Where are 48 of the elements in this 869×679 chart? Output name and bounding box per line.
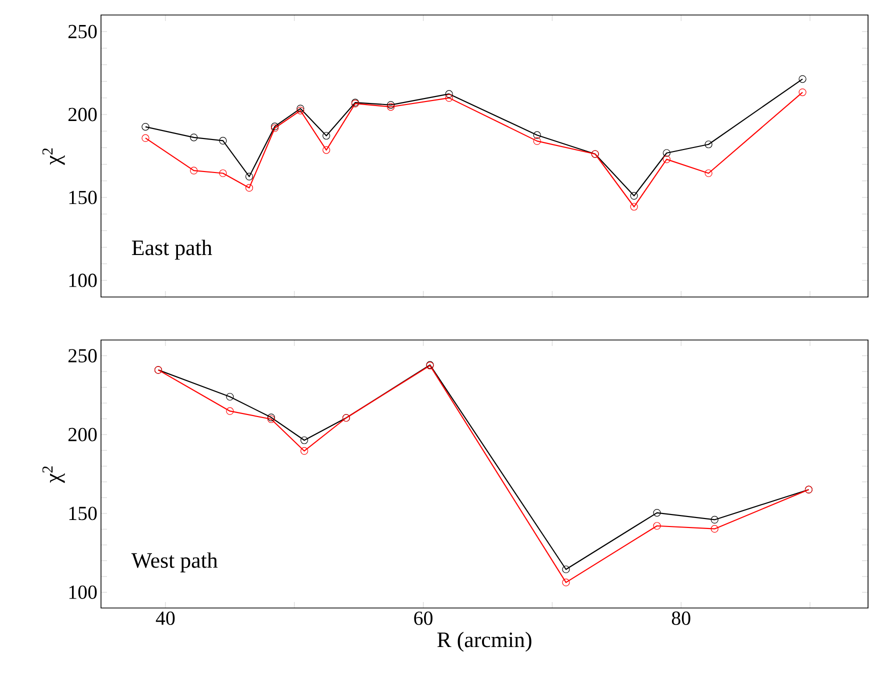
point <box>533 131 541 139</box>
y-tick-label: 150 <box>69 190 97 204</box>
point <box>653 508 661 517</box>
point <box>142 122 150 131</box>
y-tick-label: 200 <box>68 108 97 122</box>
x-tick-label: 80 <box>672 612 690 625</box>
x-tick-label: 40 <box>156 612 175 625</box>
y-axis-title: χ$^{2}$ <box>42 148 65 165</box>
y-tick-label: 250 <box>68 349 97 362</box>
annotation: West path <box>131 552 218 572</box>
point <box>226 407 234 415</box>
annotation: East path <box>132 240 212 260</box>
point <box>798 88 806 96</box>
point <box>300 436 308 444</box>
point <box>190 166 198 174</box>
point <box>219 136 227 145</box>
point <box>245 184 254 192</box>
point <box>245 172 254 180</box>
x-tick-label: 60 <box>414 612 432 625</box>
point <box>226 392 234 401</box>
point <box>662 156 670 164</box>
point <box>562 578 570 586</box>
y-tick-label: 100 <box>69 274 97 288</box>
point <box>300 447 308 455</box>
point <box>322 146 330 154</box>
point <box>142 134 150 142</box>
y-axis-title: χ$^{2}$ <box>42 466 65 483</box>
point <box>190 134 198 142</box>
y-tick-label: 250 <box>68 24 97 38</box>
point <box>704 169 712 178</box>
y-tick-label: 200 <box>68 428 97 442</box>
point <box>630 202 638 211</box>
point <box>630 192 638 200</box>
point <box>710 516 718 524</box>
point <box>704 140 712 148</box>
point <box>445 90 453 98</box>
point <box>653 522 661 530</box>
point <box>710 525 718 533</box>
point <box>533 137 541 145</box>
point <box>322 132 330 140</box>
point <box>798 75 806 83</box>
point <box>445 94 453 102</box>
y-tick-label: 100 <box>69 586 97 599</box>
point <box>219 169 227 178</box>
point <box>662 149 670 157</box>
point <box>562 566 570 574</box>
x-axis-title: R (arcmin) <box>437 632 532 652</box>
y-tick-label: 150 <box>69 506 97 520</box>
